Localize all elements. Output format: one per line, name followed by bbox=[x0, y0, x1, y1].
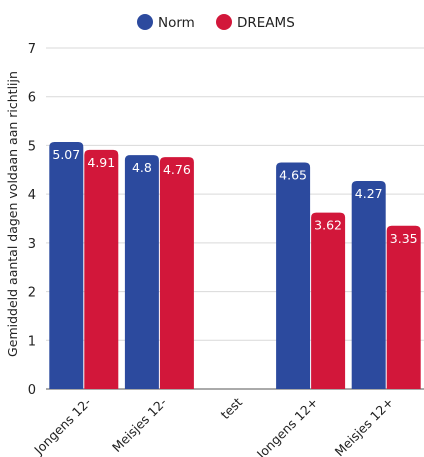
y-tick-label: 1 bbox=[28, 334, 36, 349]
y-tick-label: 3 bbox=[28, 237, 36, 252]
y-tick-label: 0 bbox=[28, 383, 36, 398]
y-tick-label: 4 bbox=[28, 188, 36, 203]
value-label-norm-1: 4.8 bbox=[132, 160, 152, 175]
value-label-dreams-4: 3.35 bbox=[390, 231, 418, 246]
y-tick-label: 6 bbox=[28, 91, 36, 106]
value-label-norm-0: 5.07 bbox=[52, 147, 80, 162]
value-label-norm-4: 4.27 bbox=[355, 186, 383, 201]
value-label-dreams-1: 4.76 bbox=[163, 162, 191, 177]
bar-dreams-3 bbox=[311, 212, 346, 389]
x-tick-label: Jongens 12+ bbox=[253, 395, 321, 457]
x-axis-ticks: Jongens 12- Meisjes 12- test Jongens 12+ Mei… bbox=[30, 394, 396, 457]
value-label-norm-3: 4.65 bbox=[279, 167, 307, 182]
value-labels: 5.07 4.91 4.8 4.76 4.65 3.62 4.27 3.35 bbox=[52, 147, 417, 246]
bar-dreams-1 bbox=[159, 157, 194, 389]
bar-dreams-0 bbox=[84, 149, 119, 389]
y-tick-label: 7 bbox=[28, 42, 36, 57]
x-tick-label: test bbox=[218, 394, 246, 422]
y-tick-label: 5 bbox=[28, 139, 36, 154]
bar-norm-4 bbox=[351, 180, 386, 389]
bar-norm-1 bbox=[124, 155, 159, 389]
x-tick-label: Meisjes 12+ bbox=[332, 395, 397, 457]
legend-dreams-marker bbox=[216, 14, 232, 30]
y-tick-label: 2 bbox=[28, 286, 36, 301]
legend: Norm DREAMS bbox=[137, 14, 295, 31]
value-label-dreams-0: 4.91 bbox=[87, 155, 115, 170]
x-tick-label: Meisjes 12- bbox=[109, 395, 169, 455]
bar-norm-0 bbox=[49, 142, 84, 389]
y-axis-ticks: 0 1 2 3 4 5 6 7 bbox=[28, 42, 36, 398]
bar-dreams-4 bbox=[386, 225, 421, 389]
legend-norm-marker bbox=[137, 14, 153, 30]
x-tick-label: Jongens 12- bbox=[30, 395, 93, 457]
value-label-dreams-3: 3.62 bbox=[314, 218, 342, 233]
bars bbox=[49, 142, 421, 389]
y-axis-title: Gemiddeld aantal dagen voldaan aan richt… bbox=[5, 71, 20, 357]
legend-norm-label: Norm bbox=[158, 15, 195, 31]
legend-dreams-label: DREAMS bbox=[237, 15, 295, 31]
bar-norm-3 bbox=[276, 162, 311, 389]
